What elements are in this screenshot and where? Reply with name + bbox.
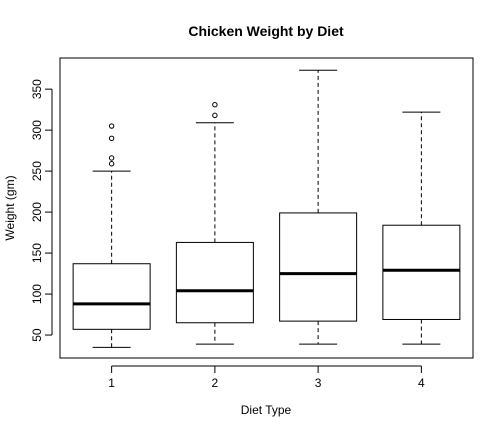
outlier-point (108, 161, 115, 167)
box-4 (382, 111, 461, 345)
y-tick-label: 150 (30, 243, 44, 263)
iqr-box (382, 224, 461, 320)
y-tick-label: 100 (30, 284, 44, 304)
outlier-point (108, 123, 115, 129)
outlier-point (212, 102, 218, 108)
x-tick-label: 1 (108, 376, 115, 390)
y-tick-label: 50 (30, 328, 44, 342)
y-axis: 50 100 150 200 250 300 350 (30, 79, 53, 342)
iqr-box (175, 241, 254, 324)
box-2 (175, 102, 254, 345)
iqr-box (279, 212, 358, 322)
y-tick-label: 200 (30, 202, 44, 222)
x-axis-label: Diet Type (241, 403, 292, 417)
x-tick-label: 2 (212, 376, 219, 390)
outlier-point (108, 155, 115, 161)
x-tick-label: 4 (418, 376, 425, 390)
box-1 (72, 123, 151, 348)
y-axis-label: Weight (gm) (3, 175, 17, 240)
y-tick-label: 350 (30, 79, 44, 99)
outlier-point (212, 112, 218, 119)
y-tick-label: 250 (30, 161, 44, 181)
chart-title: Chicken Weight by Diet (188, 23, 344, 39)
y-tick-label: 300 (30, 120, 44, 140)
iqr-box (72, 263, 151, 330)
box-3 (279, 69, 358, 345)
plot-frame (59, 57, 474, 359)
boxes-group (72, 69, 461, 348)
outlier-point (108, 135, 115, 142)
x-tick-label: 3 (315, 376, 322, 390)
x-axis: 1 2 3 4 (108, 365, 425, 390)
